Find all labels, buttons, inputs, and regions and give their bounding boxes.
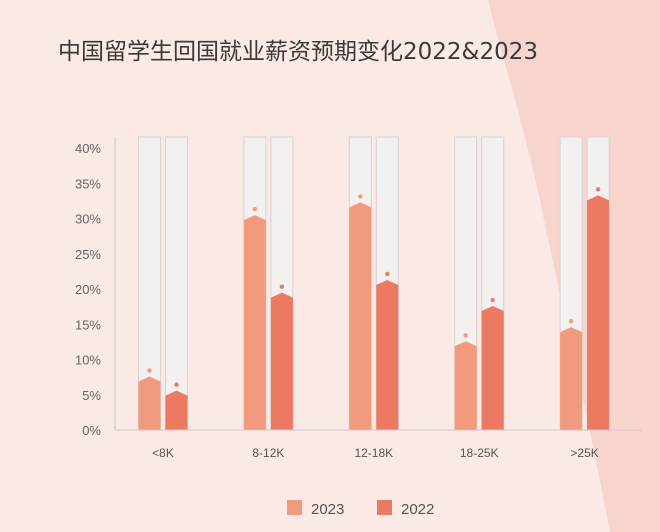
y-tick-label: 35% (75, 176, 101, 191)
y-tick-label: 20% (75, 282, 101, 297)
y-tick-label: 25% (75, 247, 101, 262)
bar-2022-1 (270, 292, 293, 430)
bar-marker-dot (385, 271, 390, 277)
bar-marker-dot (595, 187, 601, 192)
bar-2022-2 (376, 279, 399, 430)
legend: 2023 2022 (287, 500, 434, 518)
legend-label: 2023 (311, 501, 344, 518)
y-tick-label: 10% (75, 353, 101, 368)
bar-2023-2 (349, 202, 372, 430)
x-tick-label: >25K (570, 446, 598, 460)
bar-marker-dot (463, 333, 468, 338)
bar-marker-dot (568, 318, 574, 324)
bar-2023-0 (138, 376, 161, 430)
bar-marker-dot (252, 206, 258, 212)
x-axis: <8K 8-12K 12-18K 18-25K >25K (115, 429, 642, 460)
bar-2022-0 (165, 390, 188, 430)
bar-2023-1 (243, 215, 266, 430)
bar-2023-4 (560, 327, 583, 430)
x-tick-label: 8-12K (252, 446, 284, 460)
x-tick-label: 12-18K (354, 446, 393, 460)
legend-swatch (377, 500, 392, 515)
y-tick-label: 30% (75, 212, 101, 227)
y-tick-label: 5% (82, 388, 101, 403)
x-tick-label: 18-25K (460, 446, 499, 460)
bar-marker-dot (174, 382, 179, 387)
y-tick-label: 15% (75, 317, 101, 332)
x-tick-label: <8K (152, 446, 174, 460)
bar-2023-3 (454, 341, 477, 430)
legend-label: 2022 (401, 501, 434, 518)
bar-2022-3 (481, 306, 504, 430)
bar-marker-dot (490, 297, 495, 303)
y-axis: 0% 5% 10% 15% 20% 25% 30% 35% 40% (75, 137, 116, 438)
bar-marker-dot (358, 194, 363, 199)
legend-swatch (287, 500, 302, 515)
bars (138, 136, 610, 431)
y-tick-label: 40% (75, 141, 101, 156)
bar-2022-4 (587, 195, 610, 430)
chart-title: 中国留学生回国就业薪资预期变化2022&2023 (58, 39, 538, 65)
bar-marker-dot (279, 284, 285, 289)
y-tick-label: 0% (82, 423, 101, 438)
bar-marker-dot (147, 368, 152, 373)
